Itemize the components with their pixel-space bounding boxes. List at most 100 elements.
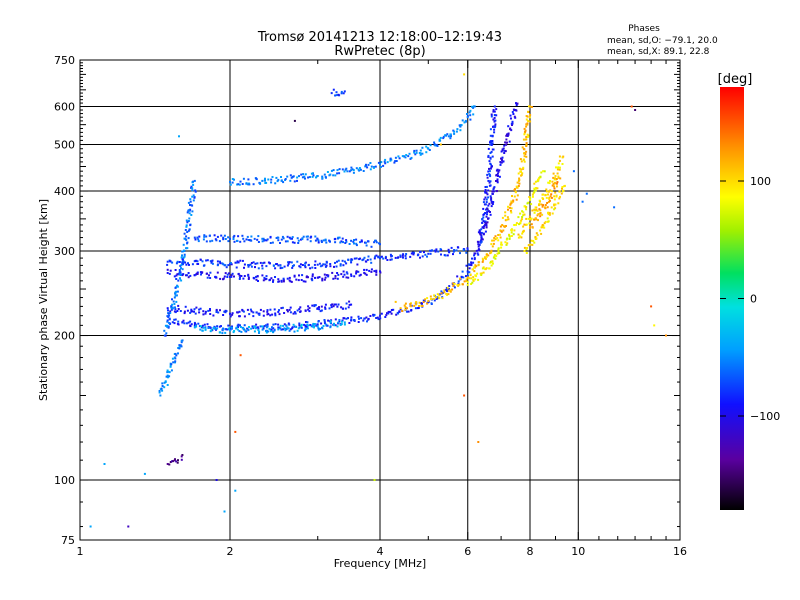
trace-dot — [298, 326, 301, 329]
trace-dot — [356, 263, 359, 266]
trace-dot — [301, 176, 304, 179]
trace-dot — [542, 193, 545, 196]
trace-dot — [238, 324, 241, 327]
trace-dot — [321, 279, 324, 282]
trace-dot — [198, 311, 201, 314]
trace-dot — [343, 323, 346, 326]
trace-dot — [482, 226, 485, 228]
data-point — [466, 116, 469, 119]
trace-dot — [226, 273, 229, 276]
trace-dot — [473, 270, 476, 273]
trace-dot — [256, 275, 259, 278]
trace-dot — [318, 308, 321, 311]
trace-dot — [465, 275, 467, 278]
trace-dot — [380, 165, 382, 168]
trace-dot — [259, 261, 262, 264]
trace-dot — [488, 170, 491, 173]
trace-dot — [296, 309, 299, 312]
trace-dot — [510, 211, 513, 214]
trace-dot — [263, 239, 266, 241]
trace-dot — [469, 114, 472, 117]
trace-dot — [163, 381, 166, 384]
trace-dot — [508, 140, 511, 143]
trace-dot — [399, 255, 402, 258]
data-point — [316, 263, 319, 266]
trace-dot — [252, 327, 255, 330]
trace-dot — [272, 279, 275, 282]
trace-dot — [198, 235, 201, 238]
trace-dot — [193, 310, 195, 313]
trace-dot — [401, 155, 404, 158]
trace-dot — [428, 149, 431, 151]
trace-dot — [210, 261, 213, 264]
trace-dot — [421, 302, 423, 305]
trace-dot — [334, 174, 337, 177]
trace-dot — [370, 165, 373, 168]
trace-dot — [305, 235, 308, 238]
trace-dot — [547, 181, 550, 184]
trace-dot — [486, 221, 489, 224]
trace-dot — [547, 211, 550, 214]
trace-dot — [255, 278, 258, 281]
trace-dot — [558, 159, 561, 162]
trace-dot — [495, 255, 498, 257]
trace-dot — [319, 265, 322, 268]
trace-dot — [177, 352, 179, 355]
trace-dot — [557, 175, 560, 178]
trace-dot — [182, 260, 185, 263]
trace-dot — [484, 221, 486, 224]
trace-dot — [288, 323, 291, 326]
trace-dot — [192, 199, 195, 202]
trace-dot — [535, 232, 538, 235]
trace-dot — [318, 262, 321, 265]
trace-dot — [310, 172, 313, 175]
trace-dot — [525, 144, 528, 147]
trace-dot — [179, 264, 182, 267]
trace-dot — [181, 254, 183, 257]
trace-dot — [510, 202, 513, 204]
trace-dot — [374, 255, 377, 258]
trace-dot — [334, 318, 337, 321]
trace-dot — [186, 309, 189, 312]
trace-dot — [531, 209, 534, 212]
trace-dot — [529, 120, 532, 123]
trace-dot — [216, 271, 219, 274]
trace-dot — [472, 276, 475, 279]
trace-dot — [466, 271, 469, 274]
trace-dot — [504, 141, 507, 144]
trace-dot — [514, 116, 517, 119]
trace-dot — [403, 155, 406, 158]
trace-dot — [520, 236, 523, 239]
trace-dot — [206, 259, 209, 262]
trace-dot — [517, 172, 520, 175]
trace-dot — [509, 210, 512, 212]
trace-dot — [491, 140, 494, 142]
trace-dot — [287, 322, 290, 325]
trace-dot — [482, 216, 485, 219]
x-tick-label: 4 — [377, 545, 384, 558]
trace-dot — [237, 326, 239, 328]
trace-dot — [292, 312, 295, 315]
trace-dot — [523, 223, 526, 226]
trace-dot — [305, 321, 307, 323]
trace-dot — [456, 284, 459, 286]
data-point — [459, 125, 462, 128]
trace-dot — [241, 183, 244, 185]
trace-dot — [452, 282, 455, 285]
trace-dot — [525, 125, 528, 128]
trace-dot — [553, 208, 556, 211]
trace-dot — [375, 269, 378, 272]
data-point — [166, 307, 169, 310]
trace-dot — [543, 170, 546, 173]
trace-dot — [286, 175, 289, 178]
trace-dot — [500, 241, 503, 244]
trace-dot — [230, 326, 233, 329]
trace-dot — [289, 179, 292, 182]
trace-dot — [300, 238, 302, 241]
trace-dot — [202, 310, 205, 313]
trace-dot — [558, 155, 561, 158]
trace-dot — [209, 309, 211, 312]
trace-dot — [250, 262, 253, 264]
trace-dot — [341, 259, 344, 262]
